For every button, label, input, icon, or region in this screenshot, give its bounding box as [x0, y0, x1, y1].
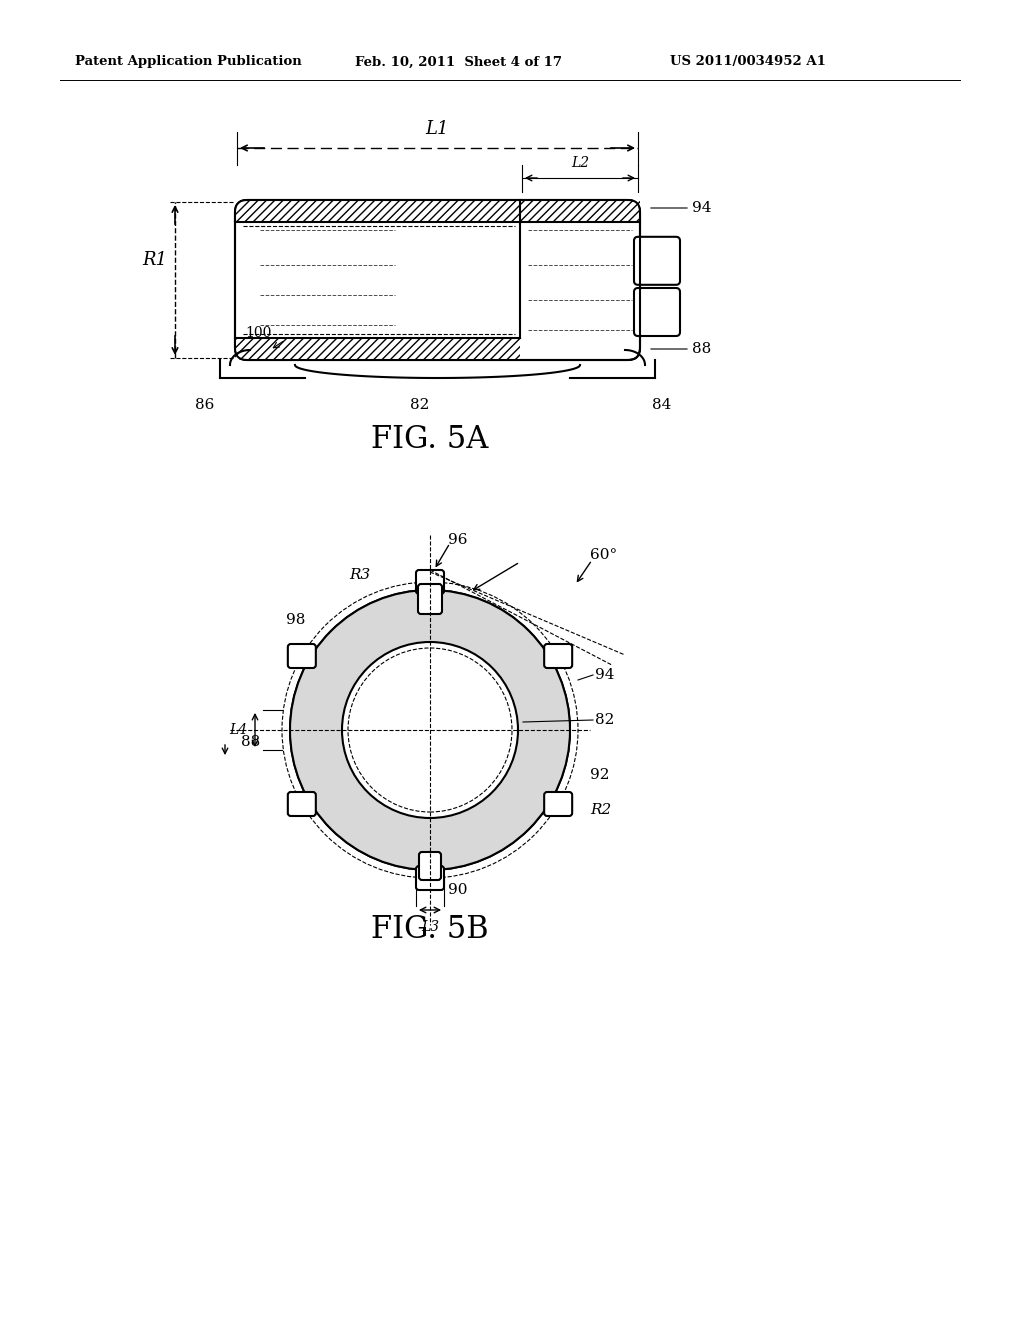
- Text: R2: R2: [590, 803, 611, 817]
- Text: 94: 94: [595, 668, 614, 682]
- Text: Feb. 10, 2011  Sheet 4 of 17: Feb. 10, 2011 Sheet 4 of 17: [355, 55, 562, 69]
- Text: Patent Application Publication: Patent Application Publication: [75, 55, 302, 69]
- Text: FIG. 5B: FIG. 5B: [371, 915, 488, 945]
- Text: 82: 82: [411, 399, 430, 412]
- Bar: [234, 338, 520, 360]
- Text: L3: L3: [421, 920, 439, 935]
- Text: 60°: 60°: [590, 548, 617, 562]
- FancyBboxPatch shape: [634, 236, 680, 285]
- Text: 88: 88: [241, 735, 260, 748]
- FancyBboxPatch shape: [544, 644, 572, 668]
- Text: FIG. 5A: FIG. 5A: [372, 425, 488, 455]
- Text: 86: 86: [196, 399, 215, 412]
- FancyBboxPatch shape: [634, 288, 680, 337]
- Text: R3: R3: [349, 568, 370, 582]
- FancyBboxPatch shape: [418, 583, 442, 614]
- Circle shape: [290, 590, 570, 870]
- Bar: [234, 201, 640, 222]
- FancyBboxPatch shape: [544, 792, 572, 816]
- FancyBboxPatch shape: [416, 570, 444, 594]
- Text: R1: R1: [142, 251, 167, 269]
- Text: 90: 90: [449, 883, 468, 898]
- Text: US 2011/0034952 A1: US 2011/0034952 A1: [670, 55, 826, 69]
- Text: 84: 84: [652, 399, 672, 412]
- Text: 88: 88: [692, 342, 712, 356]
- Text: 98: 98: [286, 612, 305, 627]
- Text: 100: 100: [245, 326, 271, 341]
- FancyBboxPatch shape: [288, 792, 315, 816]
- Circle shape: [342, 642, 518, 818]
- Text: L1: L1: [426, 120, 450, 139]
- Text: L4: L4: [229, 723, 247, 737]
- Text: 94: 94: [692, 201, 712, 215]
- FancyBboxPatch shape: [234, 201, 640, 360]
- Circle shape: [290, 590, 570, 870]
- FancyBboxPatch shape: [419, 851, 441, 880]
- Text: 82: 82: [595, 713, 614, 727]
- Text: 92: 92: [590, 768, 609, 781]
- Text: L2: L2: [571, 156, 589, 170]
- FancyBboxPatch shape: [416, 866, 444, 890]
- FancyBboxPatch shape: [288, 644, 315, 668]
- Text: 96: 96: [449, 533, 468, 546]
